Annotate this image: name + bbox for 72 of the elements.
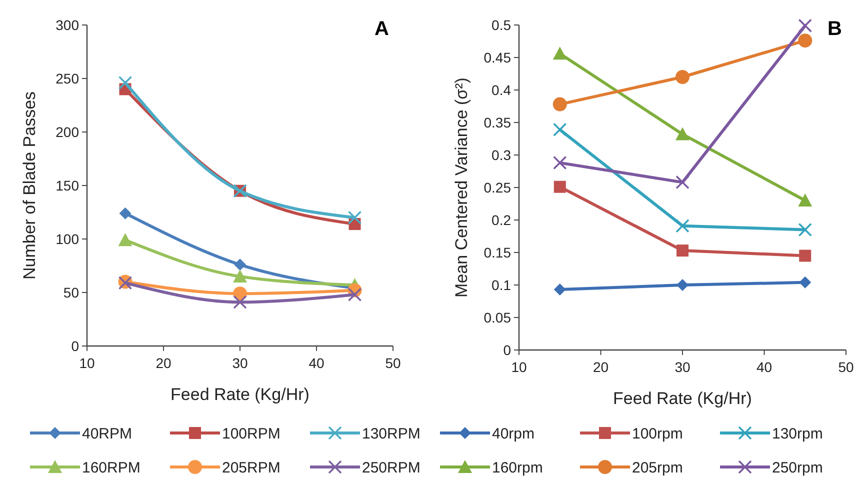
point	[233, 295, 247, 310]
legend-label: 205rpm	[632, 459, 683, 476]
point	[118, 233, 132, 246]
x-tick-label: 30	[232, 355, 248, 371]
y-tick-label: 0.2	[492, 212, 512, 228]
y-tick-label: 0.45	[484, 49, 512, 66]
y-tick-label: 0.1	[492, 276, 512, 293]
x-tick-label: 40	[756, 359, 772, 375]
point	[348, 288, 362, 302]
point	[552, 156, 567, 170]
y-tick-label: 300	[56, 16, 80, 33]
x-tick-label: 20	[156, 355, 172, 371]
point	[118, 76, 132, 90]
legend-label: 130RPM	[362, 425, 420, 442]
point	[234, 258, 246, 271]
point	[552, 97, 567, 112]
y-tick-label: 250	[56, 70, 80, 86]
legend-label: 100rpm	[632, 425, 683, 442]
point	[676, 127, 690, 140]
point	[676, 279, 688, 291]
legend-label: 250rpm	[772, 459, 823, 476]
x-tick-label: 30	[674, 359, 690, 375]
legend-label: 250RPM	[362, 459, 420, 476]
point	[676, 70, 690, 84]
y-tick-label: 0.15	[484, 244, 512, 260]
point	[552, 46, 567, 60]
point	[348, 210, 362, 224]
point	[798, 18, 812, 33]
x-tick-label: 10	[79, 355, 95, 371]
point	[554, 180, 566, 193]
y-tick-label: 0.35	[484, 114, 512, 130]
y-tick-label: 50	[63, 284, 80, 300]
point	[552, 122, 567, 137]
y-axis-title: Mean Centered Variance (σ²)	[452, 78, 471, 298]
y-tick-label: 0.25	[484, 179, 512, 196]
y-tick-label: 0.5	[492, 16, 512, 33]
y-tick-label: 0	[503, 342, 512, 358]
legend-label: 160RPM	[82, 459, 140, 476]
point	[554, 284, 566, 296]
point	[798, 222, 812, 237]
y-tick-label: 0	[71, 338, 80, 354]
point	[233, 269, 247, 282]
y-tick-label: 0.3	[492, 146, 512, 163]
y-axis-title: Number of Blade Passes	[20, 91, 39, 280]
point	[676, 218, 690, 233]
legend-label: 40rpm	[492, 425, 535, 442]
x-axis-title: Feed Rate (Kg/Hr)	[613, 389, 752, 408]
y-tick-label: 150	[56, 177, 80, 194]
point	[799, 276, 812, 288]
legend-label: 130rpm	[772, 425, 823, 442]
legend-label: 160rpm	[492, 459, 543, 476]
x-axis-title: Feed Rate (Kg/Hr)	[170, 385, 310, 404]
y-tick-label: 0.05	[484, 309, 512, 326]
point	[676, 175, 690, 190]
point	[798, 194, 812, 206]
point	[119, 207, 132, 220]
point	[799, 250, 812, 262]
legend-label: 40RPM	[82, 425, 132, 442]
x-tick-label: 40	[308, 355, 324, 371]
y-tick-label: 200	[56, 124, 80, 140]
x-tick-label: 10	[511, 359, 527, 375]
y-tick-label: 0.4	[492, 82, 512, 98]
y-tick-label: 100	[56, 230, 80, 247]
x-tick-label: 20	[592, 359, 609, 375]
x-tick-label: 50	[838, 359, 854, 375]
point	[798, 34, 812, 48]
chart-title: A	[374, 18, 389, 40]
legend-label: 205RPM	[222, 459, 280, 476]
x-tick-label: 50	[385, 355, 401, 371]
chart-title: B	[828, 18, 842, 40]
legend-label: 100RPM	[222, 425, 280, 442]
point	[676, 244, 688, 257]
